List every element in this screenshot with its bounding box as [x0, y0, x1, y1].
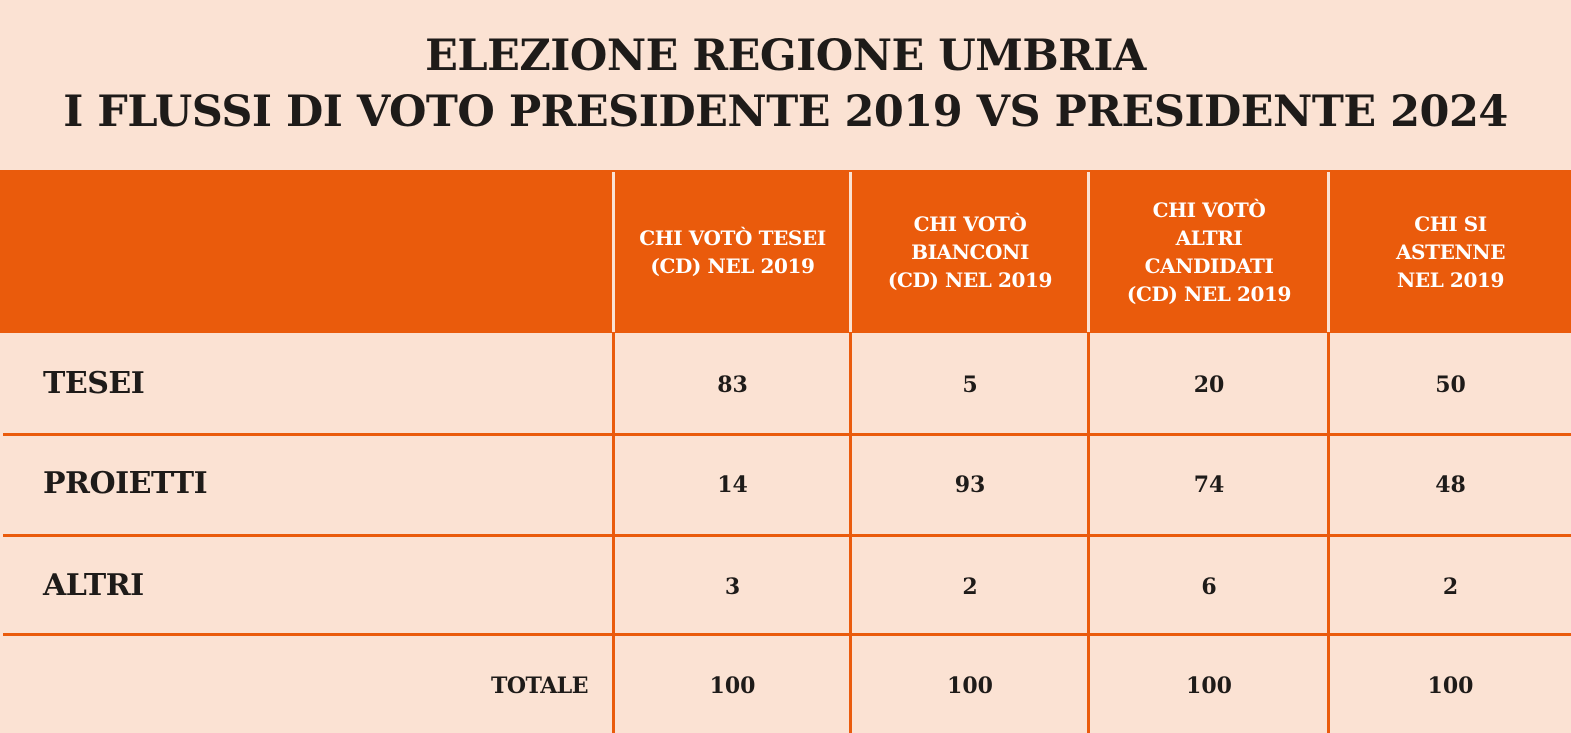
header-divider [1327, 172, 1330, 332]
table-cell: 2 [962, 574, 978, 600]
total-cell: 100 [1427, 673, 1474, 699]
total-label: TOTALE [490, 673, 589, 699]
column-header-line: CHI VOTÒ TESEI [639, 225, 826, 250]
column-header-altri-candidati-2019: CHI VOTÒ ALTRI CANDIDATI (CD) NEL 2019 [1090, 170, 1328, 333]
table-cell: 3 [724, 574, 741, 600]
column-divider [1327, 333, 1330, 733]
row-divider [3, 633, 1571, 636]
table-cell: 20 [1193, 372, 1225, 398]
column-header-line: ASTENNE [1395, 239, 1506, 264]
total-cell: 100 [709, 673, 756, 699]
title-line-1: ELEZIONE REGIONE UMBRIA [425, 31, 1146, 81]
table-cell: 2 [1442, 574, 1459, 600]
column-header-line: CHI VOTÒ [1152, 197, 1266, 222]
chart-title: ELEZIONE REGIONE UMBRIA I FLUSSI DI VOTO… [0, 28, 1571, 140]
row-divider [3, 534, 1571, 537]
column-divider [612, 333, 615, 733]
column-header-line: (CD) NEL 2019 [1126, 281, 1292, 306]
column-header-line: CHI SI [1414, 211, 1487, 236]
title-line-2: I FLUSSI DI VOTO PRESIDENTE 2019 VS PRES… [63, 87, 1508, 137]
column-header-bianconi-2019: CHI VOTÒ BIANCONI (CD) NEL 2019 [852, 170, 1088, 333]
table-cell: 6 [1201, 574, 1217, 600]
row-divider [3, 433, 1571, 436]
row-label-tesei: TESEI [43, 366, 145, 401]
column-header-line: BIANCONI [911, 239, 1029, 264]
column-header-line: (CD) NEL 2019 [650, 253, 815, 278]
column-header-line: (CD) NEL 2019 [887, 267, 1053, 292]
column-header-line: CANDIDATI [1144, 253, 1274, 278]
column-header-line: NEL 2019 [1396, 267, 1504, 292]
row-label-altri: ALTRI [43, 568, 144, 603]
column-header-tesei-2019: CHI VOTÒ TESEI (CD) NEL 2019 [615, 170, 850, 333]
table-header-band [0, 170, 1571, 333]
column-divider [1087, 333, 1090, 733]
table-cell: 14 [717, 472, 748, 498]
row-label-proietti: PROIETTI [43, 466, 208, 501]
table-cell: 93 [954, 472, 986, 498]
header-divider [612, 172, 615, 332]
column-header-line: CHI VOTÒ [913, 211, 1027, 236]
header-divider [849, 172, 852, 332]
table-cell: 50 [1435, 372, 1466, 398]
total-cell: 100 [947, 673, 993, 699]
table-cell: 5 [962, 372, 978, 398]
total-cell: 100 [1186, 673, 1232, 699]
table-cell: 48 [1435, 472, 1466, 498]
table-cell: 74 [1193, 472, 1225, 498]
column-divider [849, 333, 852, 733]
column-header-line: ALTRI [1175, 225, 1243, 250]
column-header-astenuti-2019: CHI SI ASTENNE NEL 2019 [1330, 170, 1571, 333]
table-cell: 83 [717, 372, 748, 398]
header-divider [1087, 172, 1090, 332]
